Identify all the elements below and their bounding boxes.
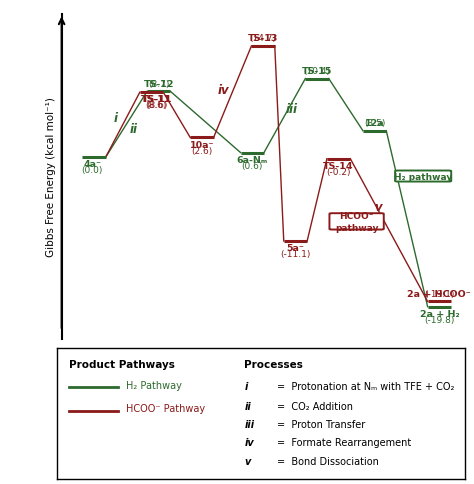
Text: (-11.1): (-11.1) (280, 250, 310, 259)
Text: iv: iv (218, 83, 229, 96)
FancyBboxPatch shape (329, 214, 384, 230)
Text: 12a: 12a (365, 119, 384, 128)
Text: 2a + H₂: 2a + H₂ (419, 309, 459, 318)
Text: (-19.8): (-19.8) (424, 316, 455, 324)
Text: TS-14: TS-14 (323, 162, 354, 170)
Text: i: i (245, 381, 248, 391)
Text: 10a⁻: 10a⁻ (190, 140, 214, 150)
Text: (-0.2): (-0.2) (327, 167, 351, 177)
Text: H₂ pathway: H₂ pathway (394, 172, 452, 181)
Text: =  Proton Transfer: = Proton Transfer (277, 419, 365, 429)
Text: Processes: Processes (245, 359, 303, 369)
Text: (8.7): (8.7) (148, 69, 169, 89)
Text: iv: iv (245, 438, 254, 447)
Text: =  Protonation at Nₘ with TFE + CO₂: = Protonation at Nₘ with TFE + CO₂ (277, 381, 455, 391)
Text: (0.6): (0.6) (242, 162, 263, 170)
Text: TS-15: TS-15 (302, 67, 332, 76)
Y-axis label: Gibbs Free Energy (kcal mol⁻¹): Gibbs Free Energy (kcal mol⁻¹) (46, 97, 56, 257)
FancyBboxPatch shape (395, 171, 451, 182)
Text: v: v (245, 455, 251, 466)
Text: =  Formate Rearrangement: = Formate Rearrangement (277, 438, 411, 447)
Text: TS-12: TS-12 (144, 79, 174, 89)
Text: =  Bond Dissociation: = Bond Dissociation (277, 455, 379, 466)
Text: (-19.1): (-19.1) (424, 279, 455, 298)
Text: iii: iii (245, 419, 255, 429)
Text: TS-11: TS-11 (141, 95, 171, 104)
Text: =  CO₂ Addition: = CO₂ Addition (277, 401, 353, 411)
Text: (8.6): (8.6) (146, 101, 168, 110)
Text: (0.0): (0.0) (82, 166, 103, 175)
Text: i: i (114, 112, 118, 125)
Text: Product Pathways: Product Pathways (69, 359, 175, 369)
Text: iii: iii (286, 102, 298, 115)
Text: HCOO⁻
pathway: HCOO⁻ pathway (335, 211, 378, 233)
Text: 6a-Nₘ: 6a-Nₘ (237, 155, 268, 165)
Text: 5a⁻: 5a⁻ (286, 244, 304, 253)
Text: (8.6): (8.6) (145, 101, 166, 110)
Text: H₂ Pathway: H₂ Pathway (126, 380, 182, 390)
Text: 2a + HCOO⁻: 2a + HCOO⁻ (408, 289, 471, 298)
Text: (10.4): (10.4) (303, 56, 330, 76)
Text: (14.7): (14.7) (250, 24, 276, 43)
Text: v: v (374, 200, 382, 213)
Text: ii: ii (245, 401, 251, 411)
Text: TS-13: TS-13 (248, 34, 278, 43)
Text: (3.5): (3.5) (364, 108, 385, 128)
Text: ii: ii (129, 122, 137, 136)
Text: TS-11: TS-11 (142, 95, 172, 104)
Text: HCOO⁻ Pathway: HCOO⁻ Pathway (126, 404, 205, 414)
Text: (2.6): (2.6) (191, 147, 212, 155)
Text: 4a⁻: 4a⁻ (83, 160, 101, 169)
